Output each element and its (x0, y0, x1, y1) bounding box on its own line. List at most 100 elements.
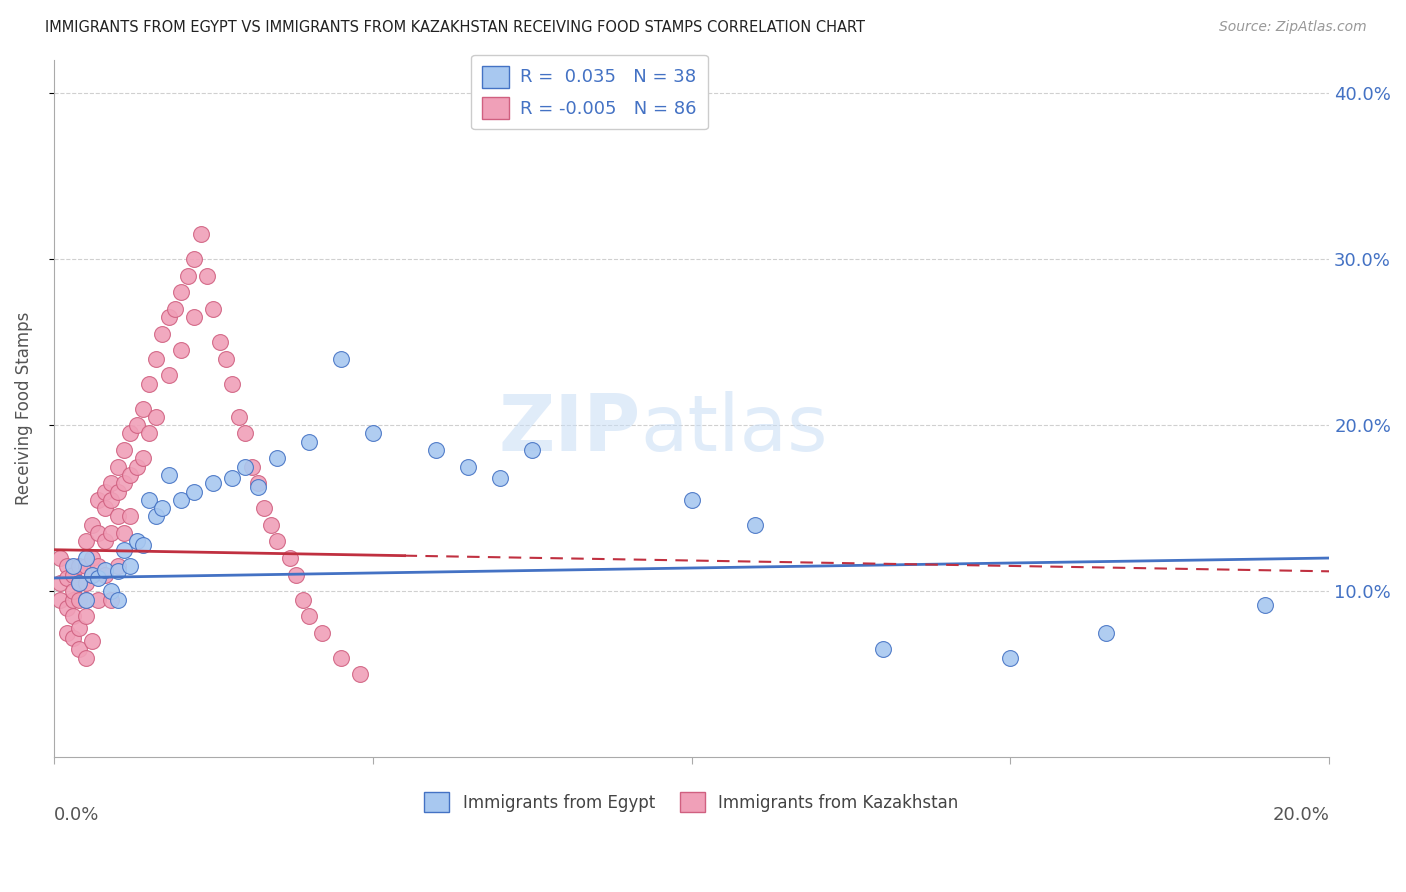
Point (120, 509, 142, 524)
Point (94, 501, 117, 516)
Point (107, 592, 129, 607)
Point (67, 559, 90, 574)
Point (100, 584, 122, 599)
Point (138, 426, 160, 441)
Point (266, 451, 288, 466)
Point (62, 609, 84, 624)
Point (681, 492, 703, 507)
Point (62, 567, 84, 582)
Point (107, 564, 129, 578)
Point (82, 517, 104, 532)
Point (145, 351, 167, 366)
Point (349, 667, 371, 681)
Point (125, 534, 148, 549)
Point (67, 592, 90, 607)
Point (183, 310, 205, 325)
Point (49, 551, 72, 566)
Point (55, 625, 77, 640)
Point (298, 609, 321, 624)
Point (1000, 650, 1022, 665)
Legend: Immigrants from Egypt, Immigrants from Kazakhstan: Immigrants from Egypt, Immigrants from K… (418, 785, 966, 819)
Point (94, 567, 117, 582)
Y-axis label: Receiving Food Stamps: Receiving Food Stamps (15, 312, 32, 505)
Point (75, 551, 97, 566)
Point (183, 484, 205, 499)
Point (87, 492, 110, 507)
Point (1254, 598, 1277, 612)
Point (202, 476, 225, 491)
Point (329, 650, 352, 665)
Point (170, 285, 193, 300)
Point (215, 351, 238, 366)
Point (49, 592, 72, 607)
Point (62, 584, 84, 599)
Point (75, 576, 97, 591)
Text: ZIP: ZIP (498, 392, 641, 467)
Text: Source: ZipAtlas.com: Source: ZipAtlas.com (1219, 20, 1367, 34)
Point (62, 592, 84, 607)
Point (457, 459, 479, 474)
Point (150, 501, 173, 516)
Point (125, 459, 148, 474)
Point (55, 571, 77, 585)
Point (872, 642, 894, 657)
Point (107, 484, 129, 499)
Point (94, 563, 117, 577)
Point (75, 650, 97, 665)
Text: 20.0%: 20.0% (1272, 806, 1329, 824)
Point (361, 426, 384, 441)
Point (100, 476, 122, 491)
Point (100, 526, 122, 541)
Point (120, 559, 142, 574)
Point (120, 426, 142, 441)
Point (183, 252, 205, 266)
Point (228, 409, 250, 424)
Point (202, 301, 225, 316)
Point (87, 526, 110, 541)
Text: atlas: atlas (641, 392, 828, 467)
Point (62, 631, 84, 645)
Point (150, 326, 173, 341)
Point (233, 426, 256, 441)
Point (138, 376, 160, 391)
Point (1095, 625, 1118, 640)
Point (221, 376, 243, 391)
Point (112, 443, 135, 458)
Point (112, 476, 135, 491)
Point (87, 592, 110, 607)
Point (107, 559, 129, 574)
Point (107, 509, 129, 524)
Point (329, 351, 352, 366)
Point (94, 534, 117, 549)
Point (145, 509, 167, 524)
Point (157, 368, 180, 383)
Point (246, 480, 269, 494)
Point (425, 443, 447, 458)
Point (62, 559, 84, 574)
Point (82, 634, 104, 648)
Point (55, 600, 77, 615)
Point (87, 571, 110, 585)
Point (163, 301, 186, 316)
Point (291, 592, 314, 607)
Point (112, 542, 135, 557)
Point (170, 343, 193, 358)
Point (67, 576, 90, 591)
Point (190, 227, 212, 241)
Point (298, 434, 321, 449)
Point (94, 484, 117, 499)
Point (157, 467, 180, 482)
Point (100, 492, 122, 507)
Point (100, 592, 122, 607)
Point (49, 576, 72, 591)
Point (260, 517, 283, 532)
Point (120, 467, 142, 482)
Point (75, 592, 97, 607)
Point (520, 443, 543, 458)
Point (67, 642, 90, 657)
Point (208, 334, 231, 349)
Point (233, 459, 256, 474)
Point (132, 538, 155, 552)
Point (246, 476, 269, 491)
Point (744, 517, 766, 532)
